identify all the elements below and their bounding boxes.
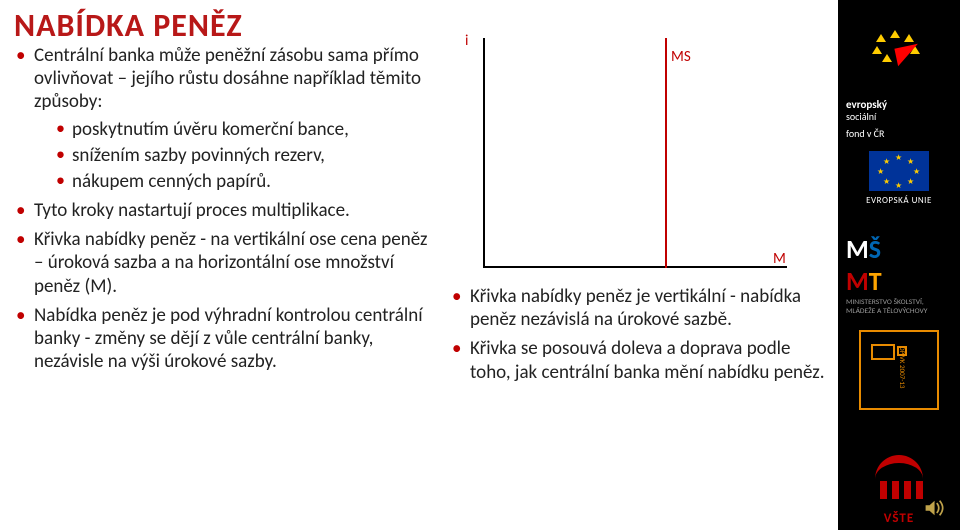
msmt-logo: M Š M T MINISTERSTVO ŠKOLSTVÍ, MLÁDEŽE A… xyxy=(838,225,960,315)
bullet-4: Nabídka peněz je pod výhradní kontrolou … xyxy=(16,304,436,374)
esf-stars-icon xyxy=(872,30,926,66)
msmt-m2: M xyxy=(846,265,869,297)
vste-text: VŠTE xyxy=(884,511,914,526)
page-title: NABÍDKA PENĚZ xyxy=(14,6,243,45)
chart-y-label: i xyxy=(465,32,468,50)
bullet-2: Tyto kroky nastartují proces multiplikac… xyxy=(16,199,436,222)
msmt-s: Š xyxy=(869,233,881,265)
opvk-box-icon: OP VK 2007-13 xyxy=(859,330,939,410)
eu-flag-icon: ★ ★ ★ ★ ★ ★ ★ ★ xyxy=(869,151,929,191)
esf-sub2: fond v ČR xyxy=(838,128,960,145)
chart-ms-line xyxy=(665,38,667,268)
sub-bullet-1: poskytnutím úvěru komerční bance, xyxy=(56,118,436,141)
right-column: Křivka nabídky peněz je vertikální - nab… xyxy=(452,285,830,390)
bullet-3: Křivka nabídky peněz - na vertikální ose… xyxy=(16,228,436,298)
sub-bullet-3: nákupem cenných papírů. xyxy=(56,170,436,193)
opvk-side-label: OP VK 2007-13 xyxy=(898,346,907,388)
msmt-label: MINISTERSTVO ŠKOLSTVÍ, MLÁDEŽE A TĚLOVÝC… xyxy=(846,299,952,316)
money-supply-chart: i MS M xyxy=(455,30,775,278)
esf-logo xyxy=(838,0,960,96)
chart-x-axis xyxy=(483,266,787,268)
msmt-m1: M xyxy=(846,233,869,265)
esf-sub1: sociální xyxy=(838,111,960,128)
opvk-logo: OP VK 2007-13 xyxy=(838,315,960,425)
right-bullet-2: Křivka se posouvá doleva a doprava podle… xyxy=(452,337,830,383)
eu-flag-block: ★ ★ ★ ★ ★ ★ ★ ★ EVROPSKÁ UNIE xyxy=(838,145,960,225)
chart-x-label: M xyxy=(773,250,786,268)
left-column: Centrální banka může peněžní zásobu sama… xyxy=(16,44,436,379)
bullet-intro-text: Centrální banka může peněžní zásobu sama… xyxy=(34,44,421,113)
eu-label: EVROPSKÁ UNIE xyxy=(866,195,932,206)
esf-title: evropský xyxy=(838,96,960,111)
right-bullet-1: Křivka nabídky peněz je vertikální - nab… xyxy=(452,285,830,331)
chart-y-axis xyxy=(483,38,485,268)
chart-series-label: MS xyxy=(671,48,691,66)
msmt-t: T xyxy=(869,265,882,297)
bullet-intro: Centrální banka může peněžní zásobu sama… xyxy=(16,44,436,193)
logo-sidebar: evropský sociální fond v ČR ★ ★ ★ ★ ★ ★ … xyxy=(838,0,960,530)
sub-bullet-2: snížením sazby povinných rezerv, xyxy=(56,144,436,167)
speaker-icon[interactable] xyxy=(920,494,948,522)
